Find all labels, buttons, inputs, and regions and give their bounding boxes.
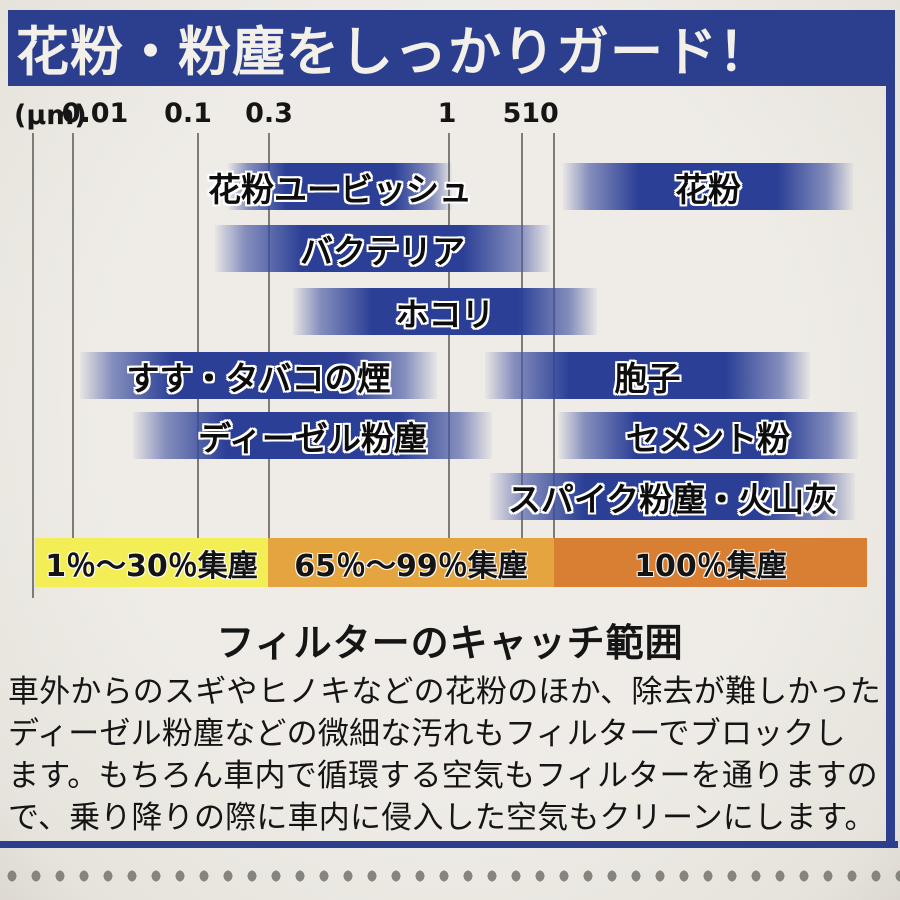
collection-band: 1％〜30％集塵 [35,538,268,587]
range-bar: ディーゼル粉塵 [133,412,492,459]
range-bar: ホコリ [293,288,597,335]
bar-label: スパイク粉塵・火山灰 [507,479,838,519]
band-label: 1％〜30％集塵 [45,548,258,584]
range-bar: すす・タバコの煙 [80,352,437,399]
gridline [197,133,199,538]
right-border-line [886,10,895,848]
band-label: 100％集塵 [634,548,787,584]
axis-tick-label: 0.01 [61,98,129,129]
range-bar: セメント粉 [558,412,858,459]
gridline [521,133,523,538]
range-bar: スパイク粉塵・火山灰 [490,473,855,520]
bar-label: 花粉 [675,169,741,209]
gridline [72,133,74,538]
axis-unit-label: (μm) [14,100,87,131]
description-line-1: 車外からのスギやヒノキなどの花粉のほか、除去が難しかった [8,674,881,710]
bar-label: すす・タバコの煙 [126,358,391,398]
bar-label: 花粉ユービッシュ [208,169,472,209]
bar-label: ディーゼル粉塵 [198,418,427,458]
bar-label: 胞子 [614,358,681,398]
collection-band: 65％〜99％集塵 [268,538,554,587]
gridline [32,133,34,598]
dotted-divider [0,866,900,886]
axis-tick-label: 1 [437,98,457,129]
bottom-border-line [0,841,898,848]
band-label: 65％〜99％集塵 [294,548,528,584]
bar-label: ホコリ [395,294,495,334]
gridline [268,133,270,538]
gridline [448,133,450,538]
range-bar: 花粉ユービッシュ [208,163,472,210]
bar-label: バクテリア [300,231,465,271]
bar-label: セメント粉 [625,418,791,458]
title-banner: 花粉・粉塵をしっかりガード！ [8,10,893,86]
range-bar: バクテリア [215,225,550,272]
axis-tick-label: 0.3 [245,98,293,129]
page-title: 花粉・粉塵をしっかりガード！ [16,22,772,83]
axis-tick-label: 5 [502,98,522,129]
collection-band: 100％集塵 [554,538,867,587]
range-bar: 花粉 [563,163,853,210]
axis-tick-label: 0.1 [164,98,212,129]
particle-size-chart: (μm) 0.01 0.1 0.3 1 5 10 花粉ユービッシュ 花粉バクテリアホコリ すす・… [0,88,900,608]
description-line-3: ます。もちろん車内で循環する空気もフィルターを通りますの [8,758,878,794]
axis-tick-label: 10 [521,98,559,129]
chart-caption: フィルターのキャッチ範囲 [216,621,684,665]
range-bar: 胞子 [485,352,810,399]
description-line-4: で、乗り降りの際に車内に侵入した空気もクリーンにします。 [8,800,876,836]
gridline [553,133,555,538]
description-text: 車外からのスギやヒノキなどの花粉のほか、除去が難しかった ディーゼル粉塵などの微… [8,671,894,839]
description-line-2: ディーゼル粉塵などの微細な汚れもフィルターでブロックし [8,716,846,752]
